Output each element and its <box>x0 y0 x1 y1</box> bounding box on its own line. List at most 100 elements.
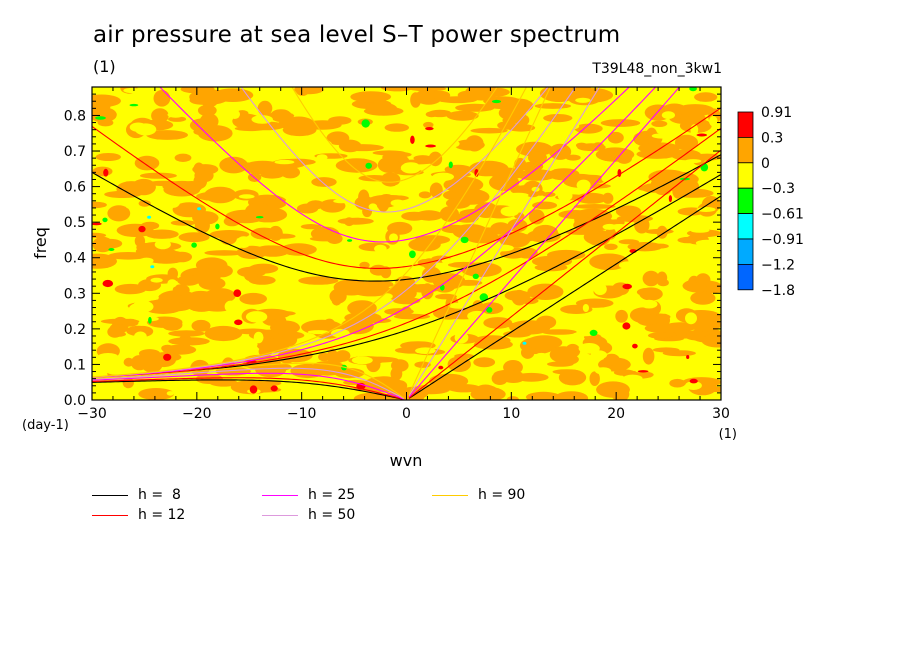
field-deep <box>147 215 152 219</box>
field-blob <box>146 130 189 140</box>
field-blob <box>453 188 490 205</box>
field-blob <box>461 262 502 278</box>
field-blob <box>139 172 177 179</box>
field-blob <box>644 323 682 334</box>
field-blob <box>682 178 700 196</box>
field-blob <box>604 243 618 250</box>
field-blob <box>204 250 244 256</box>
field-blob <box>509 320 551 335</box>
field-blob <box>309 236 343 242</box>
field-blob <box>477 384 494 392</box>
curve-h50-kelvin <box>408 87 601 397</box>
field-blob <box>446 375 458 389</box>
field-blob <box>276 384 295 389</box>
field-peak <box>410 135 415 144</box>
field-blob <box>250 340 258 348</box>
field-blob <box>172 202 206 218</box>
field-deep <box>522 341 527 345</box>
colorbar-label: −1.2 <box>761 257 795 273</box>
field-blob <box>188 391 203 399</box>
curve-h12-kelvin <box>408 149 721 399</box>
field-blob <box>633 361 642 373</box>
curve-h50-mrg <box>92 87 577 378</box>
field-blob <box>333 199 350 204</box>
field-blob <box>575 142 588 149</box>
field-blob <box>617 101 629 108</box>
colorbar: 0.91 0.3 0 −0.3 −0.61 −0.91 −1.2 −1.8 <box>737 105 804 299</box>
field-blob <box>688 366 700 376</box>
field-blob <box>311 177 337 187</box>
field-blob <box>521 346 535 359</box>
field-blob <box>150 277 163 283</box>
field-blob <box>640 299 658 309</box>
x-axis-label: wvn <box>390 451 423 470</box>
field-blob <box>514 114 530 126</box>
field-blob <box>613 369 636 376</box>
field-peak <box>249 385 258 394</box>
field-blob <box>441 224 468 234</box>
field-peak <box>696 133 708 137</box>
legend-swatch <box>92 514 128 516</box>
field-blob <box>534 352 549 361</box>
legend-item-h8: h = 8 <box>92 487 181 503</box>
field-blob <box>543 114 573 123</box>
field-blob <box>351 217 365 224</box>
field-blob <box>318 352 331 362</box>
field-blob <box>543 92 565 98</box>
field-blob <box>684 330 708 341</box>
field-blob <box>258 245 280 251</box>
field-blob <box>578 320 598 326</box>
field-blob <box>154 239 171 250</box>
field-blob <box>485 99 520 110</box>
field-blob <box>236 236 251 249</box>
field-blob <box>639 384 656 392</box>
field-blob <box>295 87 310 96</box>
field-blob <box>331 295 342 306</box>
field-blob <box>285 197 299 208</box>
x-tick-label: 30 <box>712 406 730 422</box>
field-blob <box>469 160 509 177</box>
field-blob <box>280 243 317 256</box>
curve-h50-rossby <box>92 367 405 400</box>
field-blob <box>446 110 479 121</box>
field-blob <box>615 205 642 218</box>
field-dip <box>700 163 709 172</box>
field-blob <box>167 267 178 280</box>
field-blob <box>642 163 654 170</box>
field-blob <box>638 142 680 155</box>
field-blob <box>116 223 154 237</box>
field-dip <box>108 248 115 251</box>
field-blob <box>608 384 619 391</box>
field-blob <box>162 344 197 355</box>
field-blob <box>573 331 595 337</box>
field-blob <box>528 151 547 165</box>
field-blob <box>607 131 624 144</box>
field-blob <box>280 166 300 179</box>
field-blob <box>685 159 702 164</box>
field-blob <box>106 366 126 375</box>
y-axis-unit: (day-1) <box>22 418 69 433</box>
field-blob <box>506 396 519 400</box>
field-blob <box>575 97 591 103</box>
field-blob <box>145 229 179 239</box>
field-blob <box>478 111 497 121</box>
field-peak <box>138 225 146 233</box>
field-blob <box>390 199 405 207</box>
field-blob <box>419 87 432 97</box>
field-deep <box>197 207 202 211</box>
curve-h8-rossby <box>92 379 404 400</box>
field-blob <box>582 304 590 312</box>
legend-label: h = 50 <box>308 507 356 523</box>
curve-h8-kelvin <box>408 195 721 399</box>
field-dip <box>361 119 370 128</box>
field-blob <box>389 233 398 242</box>
field-blob <box>151 108 169 124</box>
field-blob <box>618 261 637 270</box>
field-blob <box>557 190 573 202</box>
field-blob <box>199 113 219 130</box>
field-blob <box>693 252 704 260</box>
field-blob <box>391 359 409 372</box>
field-blob <box>507 131 520 142</box>
legend-item-h12: h = 12 <box>92 507 185 523</box>
field-blob <box>92 236 114 253</box>
